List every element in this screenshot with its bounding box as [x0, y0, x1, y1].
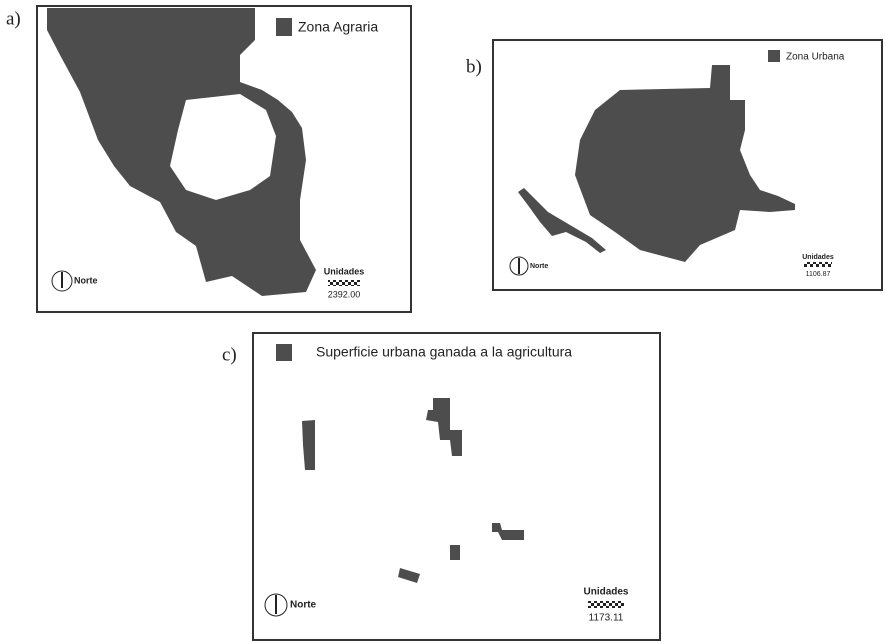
north-label: Norte: [530, 263, 548, 270]
panel-label: b): [466, 56, 482, 77]
scale-title: Unidades: [583, 587, 628, 598]
legend-swatch: [768, 50, 780, 62]
scale-bar: [588, 601, 624, 608]
north-label: Norte: [74, 275, 98, 285]
panel-label: a): [6, 8, 21, 29]
scale-value: 1106.87: [806, 271, 831, 278]
figure: a) Zona Agraria Norte Unidades 2392.00 b…: [0, 0, 885, 644]
scale-bar: [804, 262, 832, 267]
legend-text: Zona Agraria: [298, 19, 378, 35]
legend-text: Superficie urbana ganada a la agricultur…: [316, 344, 572, 360]
scale-value: 1173.11: [589, 613, 624, 624]
legend-text: Zona Urbana: [786, 52, 845, 63]
panel-label: c): [222, 344, 237, 365]
scale-title: Unidades: [324, 266, 365, 276]
scale-bar: [328, 280, 360, 286]
scale-title: Unidades: [802, 254, 834, 261]
legend-swatch: [276, 18, 292, 36]
patch: [450, 545, 460, 560]
panel-c: c) Superficie urbana ganada a la agricul…: [222, 333, 660, 640]
scale-value: 2392.00: [328, 289, 361, 299]
legend-swatch: [276, 344, 292, 361]
north-label: Norte: [290, 600, 317, 611]
panel-b: b) Zona Urbana Norte Unidades 1106.87: [466, 40, 882, 290]
panel-a: a) Zona Agraria Norte Unidades 2392.00: [6, 6, 411, 312]
